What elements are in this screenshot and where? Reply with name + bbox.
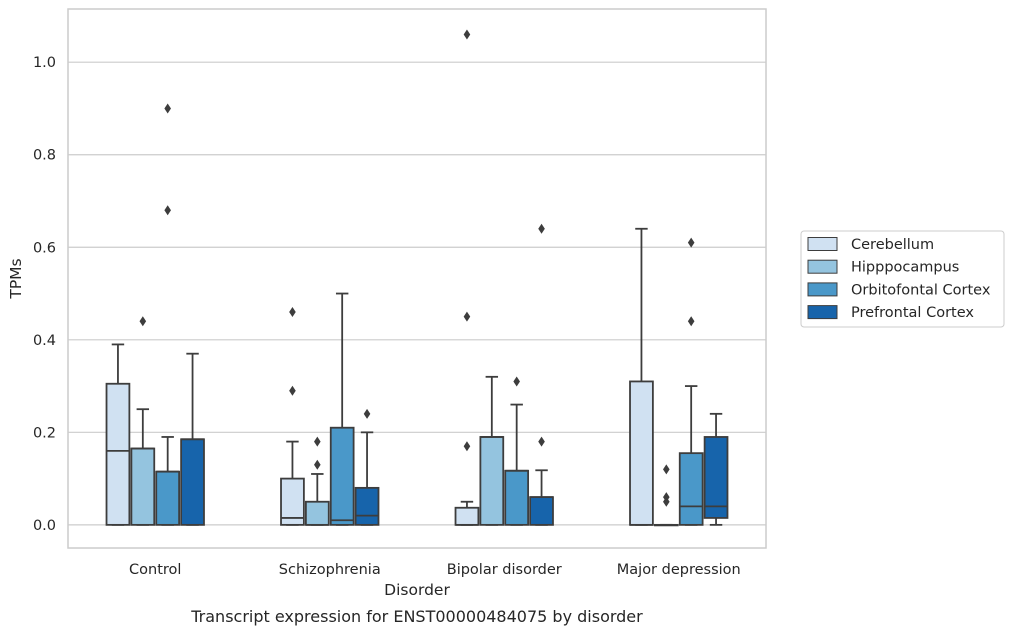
box-iqr [304, 500, 330, 526]
outlier-point [289, 307, 296, 318]
box-1-0 [130, 316, 156, 526]
box-iqr [105, 382, 131, 526]
legend: Cerebellum Hipppocampus Orbitofontal Corte… [800, 230, 1005, 328]
x-tick-label: Schizophrenia [279, 562, 381, 578]
boxes [105, 29, 729, 527]
legend-label: Hipppocampus [851, 260, 959, 276]
box-3-3 [703, 412, 729, 526]
outlier-point [463, 29, 471, 40]
box-0-1 [280, 307, 305, 526]
legend-label: Prefrontal Cortex [851, 305, 974, 321]
legend-label: Orbitofontal Cortex [851, 282, 991, 298]
x-axis-label: Disorder [384, 581, 450, 599]
y-tick-label: 0.6 [33, 240, 56, 256]
x-tick-label: Major depression [617, 562, 741, 578]
legend-swatch [807, 259, 838, 274]
y-tick-label: 0.0 [33, 518, 56, 534]
y-tick-label: 0.2 [33, 425, 56, 441]
box-0-3 [629, 227, 654, 526]
outlier-point [463, 441, 471, 452]
outlier-point [164, 205, 171, 216]
gridlines [68, 61, 766, 526]
box-iqr [678, 452, 704, 526]
outlier-point [139, 316, 147, 327]
legend-swatch [807, 237, 838, 251]
box-iqr [454, 506, 480, 526]
x-tick-label: Control [129, 562, 181, 578]
box-iqr [354, 486, 380, 526]
outlier-point [314, 436, 321, 447]
outlier-point [538, 436, 545, 447]
box-1-2 [479, 375, 505, 526]
legend-swatch [807, 305, 838, 320]
legend-frame [800, 230, 1005, 328]
outlier-point [687, 316, 695, 327]
box-3-1 [354, 408, 380, 526]
y-tick-label: 1.0 [33, 55, 56, 71]
box-iqr [703, 436, 729, 519]
chart-caption: Transcript expression for ENST0000048407… [190, 607, 643, 626]
box-1-3 [653, 464, 679, 527]
box-iqr [504, 469, 530, 526]
box-iqr [329, 426, 355, 526]
box-iqr [130, 447, 156, 526]
box-2-2 [504, 376, 530, 526]
outlier-point [363, 408, 371, 419]
outlier-point [289, 385, 296, 396]
outlier-point [463, 311, 471, 322]
box-iqr [180, 438, 205, 526]
x-tick-label: Bipolar disorder [447, 562, 562, 578]
box-iqr [280, 477, 305, 526]
box-iqr [629, 380, 654, 526]
y-axis-label: TPMs [7, 258, 25, 299]
outlier-point [513, 376, 520, 387]
legend-label: Cerebellum [851, 237, 934, 253]
outlier-point [663, 464, 670, 475]
legend-swatch [807, 282, 838, 297]
box-0-0 [105, 343, 131, 526]
box-3-0 [180, 352, 205, 526]
outlier-point [687, 237, 695, 248]
y-tick-label: 0.4 [33, 333, 56, 349]
box-iqr [479, 436, 505, 526]
outlier-point [314, 459, 321, 470]
box-2-3 [678, 237, 704, 526]
box-1-1 [304, 436, 330, 526]
y-tick-label: 0.8 [33, 148, 56, 164]
box-0-2 [454, 29, 480, 526]
x-axis-ticks: Control Schizophrenia Bipolar disorder Majo… [129, 562, 741, 578]
outlier-point [164, 103, 171, 114]
plot-area-frame [67, 8, 767, 549]
outlier-point [538, 223, 545, 234]
outlier-point [663, 492, 670, 503]
box-3-2 [529, 223, 554, 526]
box-2-0 [155, 103, 181, 526]
y-axis-ticks: 0.0 0.2 0.4 0.6 0.8 1.0 [33, 55, 56, 534]
box-iqr [155, 470, 181, 526]
box-iqr [529, 496, 554, 526]
box-2-1 [329, 292, 355, 526]
